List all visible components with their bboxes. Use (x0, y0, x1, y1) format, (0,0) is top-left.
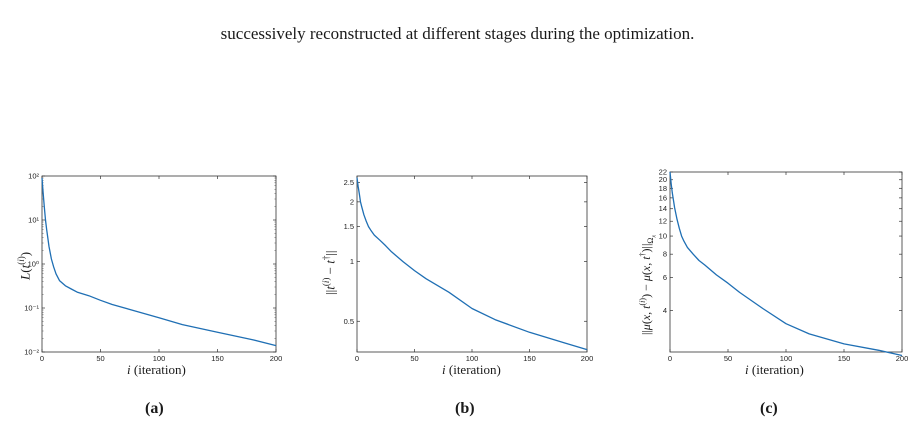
y-tick-label: 10⁻¹ (24, 304, 39, 313)
chart-panel-c: 0 50 100 150 200 4 6 8 10 12 14 16 18 20 22 ||μ(x, t(i… (620, 160, 915, 418)
x-tick-label: 50 (724, 354, 732, 363)
series-line (669, 171, 903, 357)
x-tick-label: 100 (466, 354, 479, 363)
panel-tag-c: (c) (760, 400, 778, 417)
y-tick-label: 16 (659, 193, 667, 202)
panel-tag-b: (b) (455, 400, 475, 417)
y-tick-label: 10⁰ (28, 260, 39, 269)
x-tick-label: 200 (270, 354, 283, 363)
y-tick-label: 1.5 (344, 222, 354, 231)
chart-panel-b: 0 50 100 150 200 0.5 1 1.5 2 2.5 ||t(i) − t†|| i … (315, 160, 615, 417)
x-tick-label: 200 (581, 354, 594, 363)
chart-c-ylabel: ||μ(x, t(i)) − μ(x, t†)||Ωx (638, 235, 658, 335)
y-tick-label: 22 (659, 168, 667, 177)
y-tick-label: 2 (350, 197, 354, 206)
x-tick-label: 150 (211, 354, 224, 363)
chart-a-ylabel: L(t(i)) (16, 251, 33, 280)
series-line (356, 177, 588, 351)
chart-c-frame (669, 171, 903, 353)
chart-b-xlabel: i (iteration) (442, 362, 501, 377)
x-tick-label: 0 (668, 354, 672, 363)
x-tick-label: 0 (40, 354, 44, 363)
chart-c-xlabel: i (iteration) (745, 362, 804, 377)
chart-panel-a: 0 50 100 150 200 10⁻² 10⁻¹ 10⁰ 10¹ 10² L(t(i)) i … (10, 160, 310, 418)
x-tick-label: 0 (355, 354, 359, 363)
x-tick-label: 150 (523, 354, 536, 363)
y-tick-label: 6 (663, 273, 667, 282)
y-tick-label: 14 (659, 204, 667, 213)
x-tick-label: 50 (410, 354, 418, 363)
chart-b-frame (356, 175, 588, 353)
y-tick-label: 4 (663, 306, 667, 315)
chart-b-ylabel: ||t(i) − t†|| (321, 250, 338, 295)
y-tick-label: 8 (663, 250, 667, 259)
y-tick-label: 1 (350, 257, 354, 266)
chart-a-xlabel: i (iteration) (127, 362, 186, 377)
chart-a-frame (41, 175, 277, 353)
y-tick-label: 10¹ (28, 216, 39, 225)
x-tick-label: 100 (153, 354, 166, 363)
y-tick-label: 10² (28, 172, 39, 181)
x-tick-label: 200 (896, 354, 909, 363)
y-tick-label: 18 (659, 184, 667, 193)
chart-b-svg: 0 50 100 150 200 0.5 1 1.5 2 2.5 (344, 175, 594, 363)
x-tick-label: 150 (838, 354, 851, 363)
y-tick-label: 2.5 (344, 178, 354, 187)
y-tick-label: 10⁻² (24, 348, 39, 357)
y-tick-label: 0.5 (344, 317, 354, 326)
x-tick-label: 50 (96, 354, 104, 363)
y-tick-label: 12 (659, 217, 667, 226)
y-tick-label: 20 (659, 175, 667, 184)
x-tick-label: 100 (780, 354, 793, 363)
caption-text: successively reconstructed at different … (220, 24, 695, 43)
series-line (41, 177, 277, 347)
y-tick-label: 10 (659, 232, 667, 241)
panel-tag-a: (a) (145, 400, 164, 417)
chart-a-svg: 0 50 100 150 200 10⁻² 10⁻¹ 10⁰ 10¹ 10² (24, 172, 283, 364)
